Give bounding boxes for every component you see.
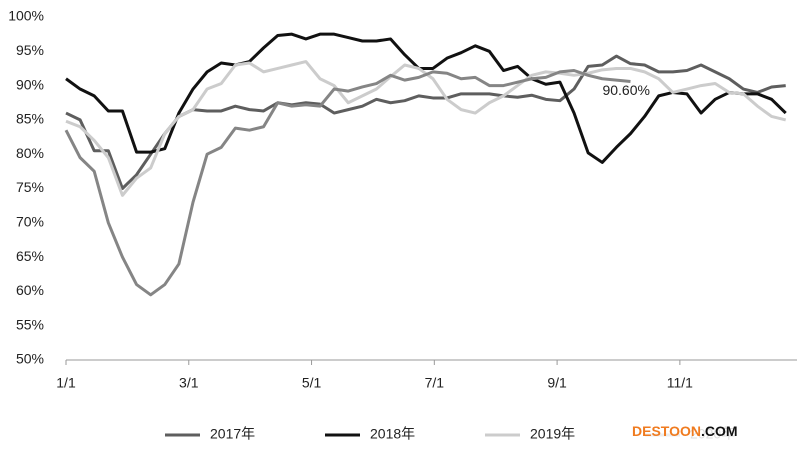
legend-label: 2018年 <box>370 426 415 442</box>
line-series <box>65 32 787 164</box>
x-tick-label: 3/1 <box>179 375 199 391</box>
watermark: DESTOON.COM <box>632 423 738 439</box>
x-tick-label: 5/1 <box>302 375 322 391</box>
x-tick-label: 1/1 <box>56 375 76 391</box>
y-tick-label: 55% <box>16 316 44 332</box>
watermark-bg <box>628 418 798 444</box>
y-tick-label: 80% <box>16 145 44 161</box>
x-tick-label: 11/1 <box>667 375 693 391</box>
y-tick-label: 95% <box>16 42 44 58</box>
legend-label: 2017年 <box>210 426 255 442</box>
y-tick-label: 65% <box>16 248 44 264</box>
y-tick-label: 90% <box>16 76 44 92</box>
y-tick-label: 100% <box>8 8 44 24</box>
data-label: 90.60% <box>602 82 649 98</box>
watermark-brand: DESTOON <box>632 423 701 439</box>
watermark-suffix: .COM <box>701 423 738 439</box>
x-tick-label: 9/1 <box>547 375 567 391</box>
x-tick-label: 7/1 <box>425 375 445 391</box>
line-series <box>64 69 631 297</box>
y-tick-label: 85% <box>16 111 44 127</box>
legend-label: 2019年 <box>530 426 575 442</box>
y-tick-label: 70% <box>16 214 44 230</box>
y-tick-label: 50% <box>16 351 44 367</box>
y-tick-label: 60% <box>16 282 44 298</box>
y-tick-label: 75% <box>16 179 44 195</box>
